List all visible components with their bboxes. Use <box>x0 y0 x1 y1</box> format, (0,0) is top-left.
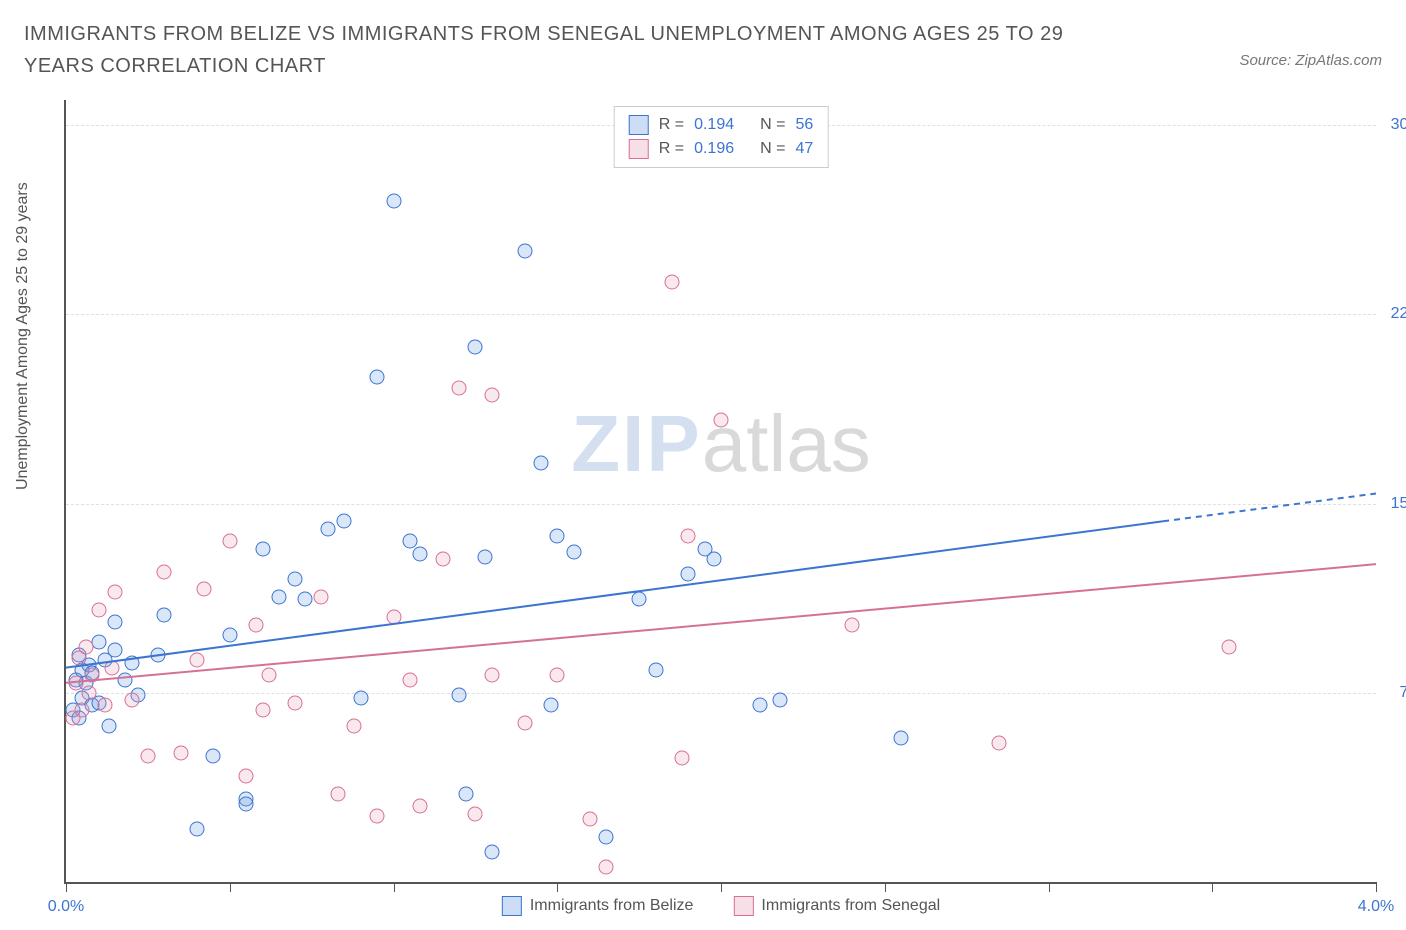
r-value-series1: 0.194 <box>694 116 734 134</box>
x-tick <box>230 882 231 892</box>
r-value-series2: 0.196 <box>694 140 734 158</box>
swatch-series2-b <box>733 896 753 916</box>
x-tick <box>557 882 558 892</box>
legend-label-series1: Immigrants from Belize <box>530 897 694 915</box>
chart-title: IMMIGRANTS FROM BELIZE VS IMMIGRANTS FRO… <box>24 18 1124 82</box>
x-tick <box>1212 882 1213 892</box>
y-tick-label: 22.5% <box>1391 305 1406 323</box>
y-tick-label: 15.0% <box>1391 495 1406 513</box>
x-tick-label: 4.0% <box>1358 898 1394 916</box>
swatch-series2 <box>629 139 649 159</box>
n-value-series1: 56 <box>795 116 813 134</box>
y-axis-label: Unemployment Among Ages 25 to 29 years <box>14 182 32 490</box>
x-tick <box>721 882 722 892</box>
x-tick <box>1049 882 1050 892</box>
legend-item-series1: Immigrants from Belize <box>502 896 694 916</box>
x-tick <box>66 882 67 892</box>
x-tick-label: 0.0% <box>48 898 84 916</box>
legend-stats-box: R = 0.194 N = 56 R = 0.196 N = 47 <box>614 106 829 168</box>
trend-lines <box>66 100 1376 882</box>
x-tick <box>1376 882 1377 892</box>
legend-bottom: Immigrants from Belize Immigrants from S… <box>502 896 940 916</box>
swatch-series1-b <box>502 896 522 916</box>
n-label: N = <box>760 116 785 134</box>
r-label: R = <box>659 140 684 158</box>
scatter-chart: ZIPatlas R = 0.194 N = 56 R = 0.196 N = … <box>64 100 1376 884</box>
x-tick <box>394 882 395 892</box>
y-tick-label: 7.5% <box>1400 684 1406 702</box>
source-credit: Source: ZipAtlas.com <box>1239 52 1382 69</box>
n-label: N = <box>760 140 785 158</box>
n-value-series2: 47 <box>795 140 813 158</box>
y-tick-label: 30.0% <box>1391 116 1406 134</box>
legend-row-series2: R = 0.196 N = 47 <box>629 137 814 161</box>
x-tick <box>885 882 886 892</box>
swatch-series1 <box>629 115 649 135</box>
legend-item-series2: Immigrants from Senegal <box>733 896 940 916</box>
r-label: R = <box>659 116 684 134</box>
legend-label-series2: Immigrants from Senegal <box>761 897 940 915</box>
legend-row-series1: R = 0.194 N = 56 <box>629 113 814 137</box>
